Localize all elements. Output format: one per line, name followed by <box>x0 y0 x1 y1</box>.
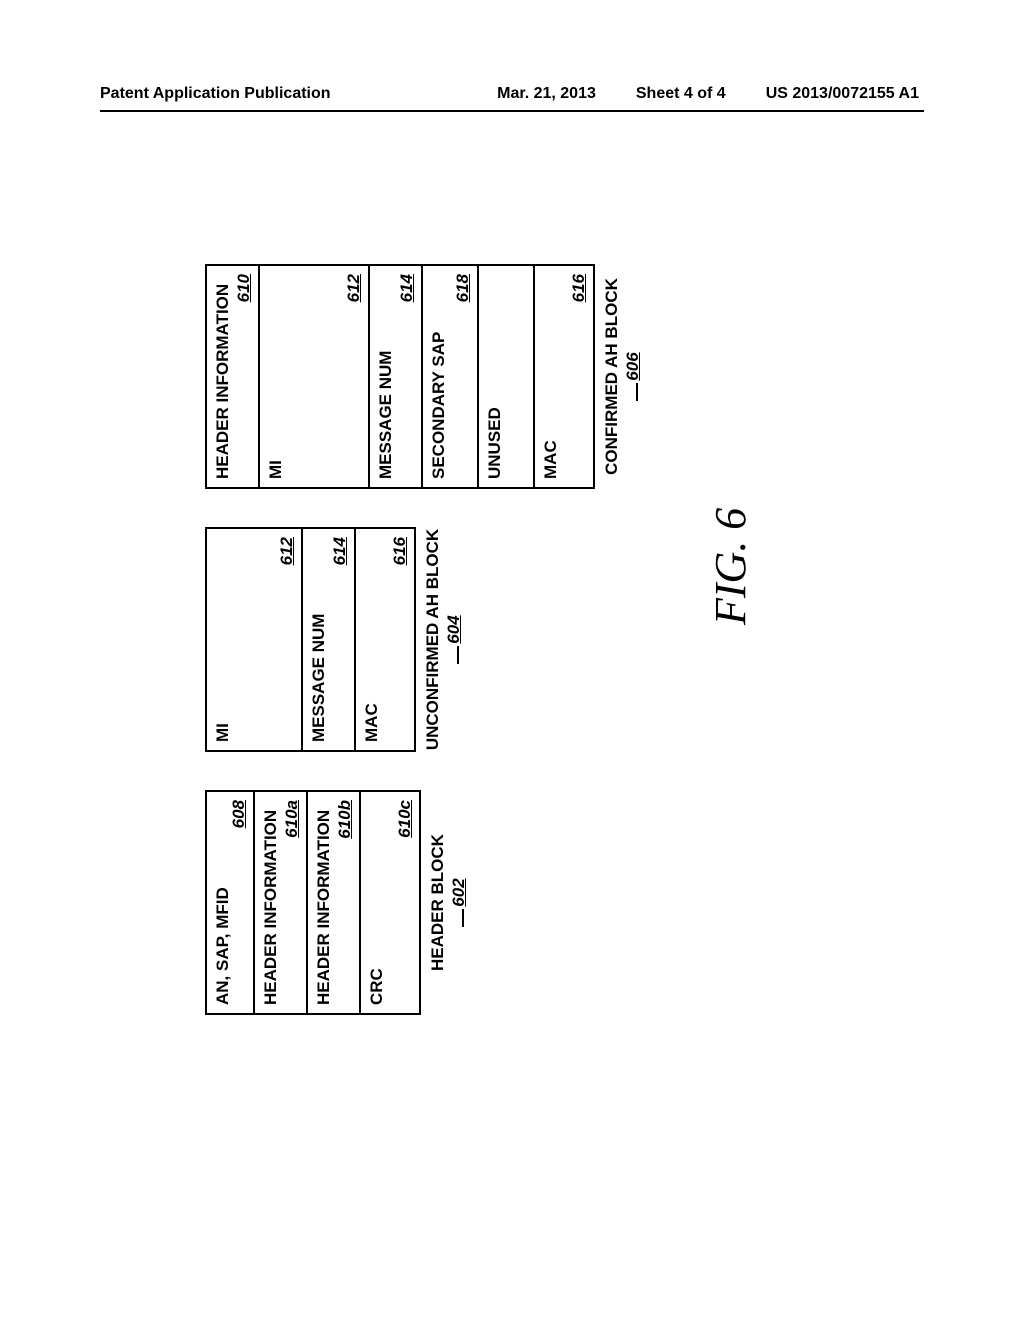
blocks-row: AN, SAP, MFID608HEADER INFORMATION610aHE… <box>205 115 642 1015</box>
confirmed-ah-block: HEADER INFORMATION610 MI 612 MESSAGE NUM 614… <box>205 264 642 489</box>
cell-label: MAC <box>541 440 561 479</box>
header-block-cell: HEADER INFORMATION610b <box>306 790 361 1015</box>
cell-ref: 614 <box>397 274 417 302</box>
unconfirmed-cell: MI 612 <box>205 527 303 752</box>
pub-date: Mar. 21, 2013 <box>497 85 596 103</box>
cell-ref: 610a <box>282 800 302 838</box>
cell-label: SECONDARY SAP <box>429 332 449 479</box>
sheet-number: Sheet 4 of 4 <box>636 85 726 103</box>
cell-label: MESSAGE NUM <box>309 614 329 742</box>
confirmed-cell: SECONDARY SAP 618 <box>421 264 479 489</box>
unconfirmed-caption: UNCONFIRMED AH BLOCK 604 <box>424 529 463 750</box>
cell-ref: 610 <box>234 274 254 302</box>
header-block-cell: AN, SAP, MFID 608 <box>205 790 255 1015</box>
header-block-cell: CRC 610c <box>359 790 421 1015</box>
pub-label: Patent Application Publication <box>100 85 331 103</box>
cell-ref: 616 <box>390 537 410 565</box>
figure-6: AN, SAP, MFID608HEADER INFORMATION610aHE… <box>145 135 875 995</box>
cell-label: HEADER INFORMATION <box>261 810 281 1005</box>
header-block-cell: HEADER INFORMATION610a <box>253 790 308 1015</box>
cell-label: UNUSED <box>485 407 505 479</box>
pub-number: US 2013/0072155 A1 <box>766 85 919 103</box>
unconfirmed-cell: MESSAGE NUM 614 <box>301 527 356 752</box>
cell-ref: 610c <box>395 800 415 838</box>
cell-label: HEADER INFORMATION <box>314 810 334 1005</box>
cell-label: CRC <box>367 968 387 1005</box>
cell-label: MESSAGE NUM <box>376 351 396 479</box>
confirmed-cell: UNUSED <box>477 264 535 489</box>
confirmed-cell: MESSAGE NUM 614 <box>368 264 423 489</box>
unconfirmed-cell: MAC 616 <box>354 527 416 752</box>
cell-label: MI <box>213 723 233 742</box>
cell-ref: 614 <box>330 537 350 565</box>
cell-ref: 610b <box>335 800 355 839</box>
cell-label: MI <box>266 460 286 479</box>
cell-label: AN, SAP, MFID <box>213 887 233 1005</box>
cell-ref: 612 <box>344 274 364 302</box>
cell-label: MAC <box>362 703 382 742</box>
cell-ref: 612 <box>277 537 297 565</box>
header-block-caption: HEADER BLOCK 602 <box>429 834 468 971</box>
unconfirmed-ah-block: MI 612 MESSAGE NUM 614 MAC 616 UNCONFIRMED AH… <box>205 527 463 752</box>
page-header: Patent Application Publication Mar. 21, … <box>0 85 1024 103</box>
confirmed-cell: MAC 616 <box>533 264 595 489</box>
confirmed-cell: HEADER INFORMATION610 <box>205 264 260 489</box>
header-rule <box>100 110 924 112</box>
cell-ref: 616 <box>569 274 589 302</box>
cell-label: HEADER INFORMATION <box>213 284 233 479</box>
cell-ref: 618 <box>453 274 473 302</box>
confirmed-caption: CONFIRMED AH BLOCK 606 <box>603 278 642 475</box>
cell-ref: 608 <box>229 800 249 828</box>
figure-label: FIG. 6 <box>705 508 756 625</box>
header-block: AN, SAP, MFID608HEADER INFORMATION610aHE… <box>205 790 468 1015</box>
confirmed-cell: MI 612 <box>258 264 370 489</box>
